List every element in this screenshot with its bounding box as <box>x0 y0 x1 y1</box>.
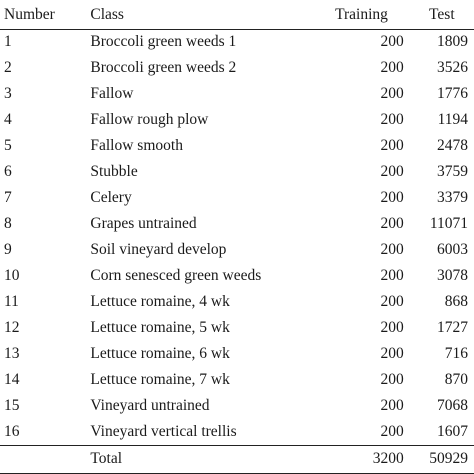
table-row: 9 Soil vineyard develop 200 6003 <box>0 237 474 263</box>
number-cell: 5 <box>4 137 12 154</box>
table-row: 2 Broccoli green weeds 2 200 3526 <box>0 55 474 81</box>
class-cell: Vineyard untrained <box>90 397 210 414</box>
class-cell: Lettuce romaine, 5 wk <box>90 319 230 336</box>
table-row: 12 Lettuce romaine, 5 wk 200 1727 <box>0 315 474 341</box>
training-cell: 200 <box>380 345 404 362</box>
test-cell: 11071 <box>429 215 468 232</box>
class-cell: Celery <box>90 189 132 206</box>
table-row: 15 Vineyard untrained 200 7068 <box>0 393 474 419</box>
class-cell: Broccoli green weeds 2 <box>90 59 237 76</box>
training-cell: 200 <box>380 293 404 310</box>
training-cell: 200 <box>380 397 404 414</box>
total-number-cell <box>0 444 91 474</box>
class-cell: Lettuce romaine, 7 wk <box>90 371 230 388</box>
training-cell: 200 <box>380 319 404 336</box>
table-row: 3 Fallow 200 1776 <box>0 81 474 107</box>
class-cell: Fallow rough plow <box>90 111 209 128</box>
table-row: 5 Fallow smooth 200 2478 <box>0 133 474 159</box>
table-row: 16 Vineyard vertical trellis 200 1607 <box>0 419 474 445</box>
test-cell: 1194 <box>437 111 468 128</box>
table-row: 4 Fallow rough plow 200 1194 <box>0 107 474 133</box>
table-header: Number Class Training Test <box>0 2 474 30</box>
header-training: Training <box>313 2 410 30</box>
training-cell: 200 <box>380 111 404 128</box>
class-cell: Fallow smooth <box>90 137 183 154</box>
class-cell: Vineyard vertical trellis <box>90 422 237 440</box>
table-footer: Total 3200 50929 <box>0 444 474 474</box>
number-cell: 8 <box>4 215 12 232</box>
table-row: 10 Corn senesced green weeds 200 3078 <box>0 263 474 289</box>
training-cell: 200 <box>380 267 404 284</box>
number-cell: 4 <box>4 111 12 128</box>
test-cell: 2478 <box>437 137 468 154</box>
header-class: Class <box>90 2 314 30</box>
table-row: 8 Grapes untrained 200 11071 <box>0 211 474 237</box>
training-cell: 200 <box>380 163 404 180</box>
test-cell: 3078 <box>437 267 468 284</box>
test-cell: 7068 <box>437 397 468 414</box>
number-cell: 15 <box>4 397 20 414</box>
test-cell: 3759 <box>437 163 468 180</box>
total-test-cell: 50929 <box>409 444 474 474</box>
class-cell: Broccoli green weeds 1 <box>90 33 237 51</box>
number-cell: 9 <box>4 241 12 258</box>
table-row: 6 Stubble 200 3759 <box>0 159 474 185</box>
total-row: Total 3200 50929 <box>0 444 474 474</box>
header-number: Number <box>0 2 91 30</box>
test-cell: 868 <box>444 293 468 310</box>
training-cell: 200 <box>380 422 404 440</box>
class-cell: Soil vineyard develop <box>90 241 227 258</box>
number-cell: 16 <box>4 422 20 440</box>
number-cell: 13 <box>4 345 20 362</box>
number-cell: 10 <box>4 267 20 284</box>
number-cell: 12 <box>4 319 20 336</box>
test-cell: 3379 <box>437 189 468 206</box>
number-cell: 14 <box>4 371 20 388</box>
total-label-cell: Total <box>90 444 314 474</box>
test-cell: 6003 <box>437 241 468 258</box>
table-row: 11 Lettuce romaine, 4 wk 200 868 <box>0 289 474 315</box>
class-cell: Lettuce romaine, 4 wk <box>90 293 230 310</box>
training-cell: 200 <box>380 59 404 76</box>
total-training-cell: 3200 <box>313 444 410 474</box>
training-cell: 200 <box>380 215 404 232</box>
table-row: 13 Lettuce romaine, 6 wk 200 716 <box>0 341 474 367</box>
table-row: 1 Broccoli green weeds 1 200 1809 <box>0 29 474 55</box>
test-cell: 870 <box>444 371 468 388</box>
number-cell: 1 <box>4 33 12 51</box>
test-cell: 1776 <box>437 85 468 102</box>
training-cell: 200 <box>380 85 404 102</box>
training-cell: 200 <box>380 189 404 206</box>
test-cell: 1727 <box>437 319 468 336</box>
header-row: Number Class Training Test <box>0 2 474 30</box>
class-cell: Lettuce romaine, 6 wk <box>90 345 230 362</box>
test-cell: 716 <box>444 345 468 362</box>
table-body: 1 Broccoli green weeds 1 200 1809 2 Broccoli … <box>0 29 474 445</box>
table-row: 7 Celery 200 3379 <box>0 185 474 211</box>
training-cell: 200 <box>380 137 404 154</box>
test-cell: 1809 <box>437 33 468 51</box>
header-test: Test <box>409 2 474 30</box>
class-cell: Grapes untrained <box>90 215 197 232</box>
number-cell: 7 <box>4 189 12 206</box>
table-row: 14 Lettuce romaine, 7 wk 200 870 <box>0 367 474 393</box>
class-cell: Fallow <box>90 85 134 102</box>
training-cell: 200 <box>380 33 404 51</box>
number-cell: 2 <box>4 59 12 76</box>
number-cell: 6 <box>4 163 12 180</box>
training-cell: 200 <box>380 371 404 388</box>
test-cell: 1607 <box>437 422 468 440</box>
number-cell: 11 <box>4 293 19 310</box>
class-cell: Stubble <box>90 163 138 180</box>
test-cell: 3526 <box>437 59 468 76</box>
number-cell: 3 <box>4 85 12 102</box>
class-cell: Corn senesced green weeds <box>90 267 262 284</box>
training-cell: 200 <box>380 241 404 258</box>
